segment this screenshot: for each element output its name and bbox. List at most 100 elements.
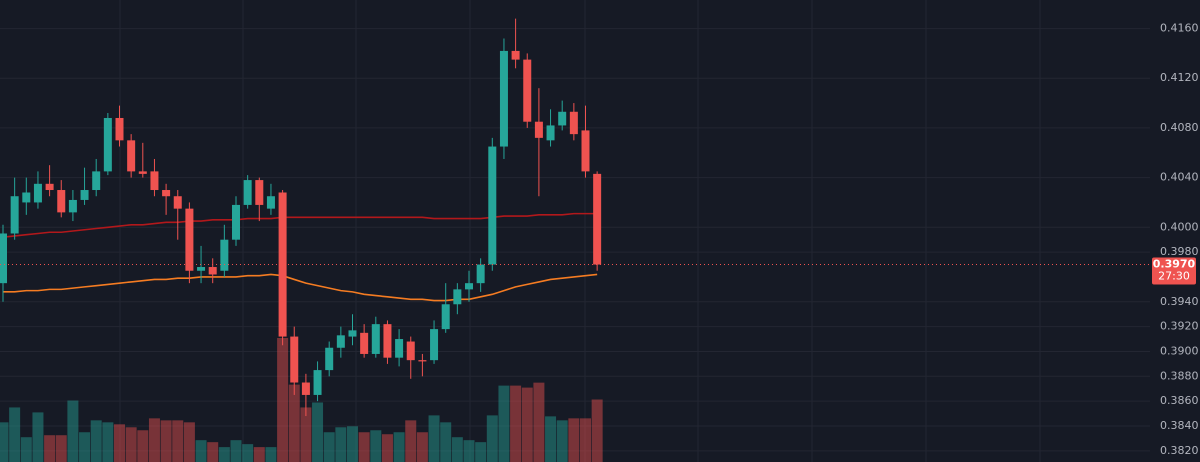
volume-bar [381,434,393,462]
volume-bar [545,416,557,462]
candle-body [348,330,357,337]
volume-bar [288,384,300,462]
y-tick-label: 0.3860 [1160,394,1199,407]
volume-bar [148,418,160,462]
volume-bar [9,407,21,462]
candle-body [488,146,497,265]
volume-bar [79,432,91,462]
volume-bar [44,435,56,462]
volume-bar [253,447,265,462]
candle-body [0,233,7,284]
y-tick-label: 0.3840 [1160,419,1199,432]
y-tick-label: 0.3900 [1160,344,1199,357]
vertical-grid [119,0,1041,462]
volume-bar [347,426,358,462]
candle-body [68,199,77,213]
volume-bar [335,427,347,462]
candle-body [418,360,427,362]
volume-bar [55,435,67,462]
candle-body [290,336,299,383]
volume-bar [20,437,32,462]
volume-bar [580,418,591,462]
moving-average [2,212,598,239]
y-tick-label: 0.3820 [1160,444,1199,457]
candle-body [371,324,380,354]
candle-body [360,332,369,354]
volume-bar [114,424,125,462]
volume-bar [591,399,603,462]
candle-body [138,171,147,174]
candle-body [534,121,543,138]
candle-body [465,283,473,290]
candle-body [22,192,31,203]
countdown-label: 27:30 [1158,270,1190,283]
candle-body [569,111,578,135]
volume-bar [277,338,289,462]
y-tick-label: 0.3880 [1160,369,1199,382]
candle-body [255,180,264,205]
volume-bar [510,385,522,462]
candle-body [243,180,252,205]
candle-body [103,117,112,172]
candle-body [162,190,171,197]
volume-bar [230,440,242,462]
candle-body [593,173,602,265]
y-tick-label: 0.4000 [1160,220,1199,233]
candle-body [406,341,415,361]
candle-body [511,50,520,60]
volume-bar [405,420,417,462]
candle-body [523,59,532,122]
volume-bar [498,385,510,462]
y-tick-label: 0.4120 [1160,71,1199,84]
volume-bar [486,415,498,462]
candle-body [173,196,182,209]
last-price-label: 0.3970 [1153,258,1196,271]
candle-body [127,140,136,172]
candle-body [453,289,462,305]
volume-bar [416,432,428,462]
candle-body [150,171,159,191]
y-tick-label: 0.3980 [1160,245,1199,258]
volume-bar [195,440,207,462]
candle-body [266,196,275,209]
candle-body [57,190,66,213]
candle-body [558,111,567,126]
volume-bar [102,422,114,462]
volume-bar [160,420,172,462]
volume-bar [568,418,580,462]
volume-bar [475,442,487,462]
volume-bar [183,422,195,462]
y-tick-label: 0.3920 [1160,320,1199,333]
candle-body [92,171,101,191]
volume-bar [370,430,382,462]
candle-body [197,267,206,271]
last-price-box [1152,257,1196,285]
candle-body [581,130,590,172]
volume-bar [521,387,533,462]
candle-body [313,370,322,395]
candle-body [220,239,229,271]
candle-body [441,304,450,330]
volume-bar [242,444,254,462]
candle-body [336,335,345,348]
volume-bar [67,400,79,462]
candle-body [430,329,439,361]
volume-bar [533,382,545,462]
candle-body [10,196,19,234]
y-tick-label: 0.3940 [1160,295,1199,308]
candle-body [33,183,42,203]
volume-bar [358,432,370,462]
volume-bar [32,412,44,462]
volume-bar [556,420,568,462]
moving-average [3,273,598,302]
volume-bar [312,402,324,462]
volume-bar [125,427,137,462]
candle-body [208,267,217,275]
volume-bar [90,420,102,462]
y-tick-label: 0.4160 [1160,22,1199,35]
candle-body [185,208,194,271]
candle-body [395,339,404,358]
candle-body [232,204,240,240]
